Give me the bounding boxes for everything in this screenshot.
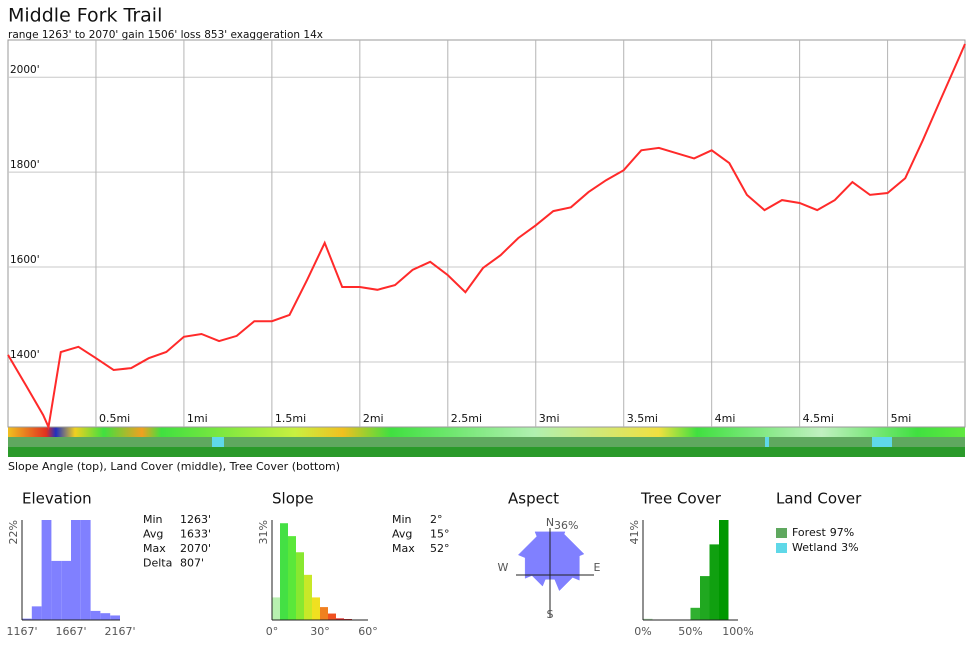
strip-caption: Slope Angle (top), Land Cover (middle), … <box>8 460 340 473</box>
x-tick-label: 3mi <box>539 412 560 425</box>
x-tick-label: 30° <box>310 625 330 638</box>
bar <box>31 606 42 620</box>
chart-title: Slope <box>272 490 314 508</box>
bar <box>71 520 81 620</box>
x-tick-label: 1mi <box>187 412 208 425</box>
legend-label: Wetland 3% <box>792 541 859 554</box>
y-tick-label: 1800' <box>10 159 40 171</box>
bar <box>328 613 336 620</box>
x-tick-label: 4mi <box>715 412 736 425</box>
direction-label: E <box>594 561 601 574</box>
x-tick-label: 50% <box>678 625 702 638</box>
y-tick-label: 2000' <box>10 64 40 76</box>
bar <box>80 520 91 620</box>
bar <box>700 576 710 620</box>
bar <box>719 520 729 620</box>
direction-label: W <box>498 561 509 574</box>
legend-label: Forest 97% <box>792 526 854 539</box>
plot-frame <box>7 39 966 428</box>
stat-label: Max <box>392 542 415 555</box>
bar <box>272 597 280 620</box>
y-tick-label: 22% <box>7 520 20 544</box>
bar <box>100 613 111 620</box>
r-tick-label: 36% <box>554 519 578 532</box>
stat-value: 807' <box>180 557 204 570</box>
bar <box>296 552 304 620</box>
direction-label: N <box>546 516 554 529</box>
stat-value: 2070' <box>180 542 211 555</box>
x-tick-label: 3.5mi <box>627 412 658 425</box>
stat-value: 1263' <box>180 513 211 526</box>
wetland-patch <box>212 437 224 447</box>
direction-label: S <box>547 608 554 621</box>
legend-name: Wetland <box>792 541 837 554</box>
x-tick-label: 5mi <box>891 412 912 425</box>
x-tick-label: 1667' <box>55 625 86 638</box>
y-tick-label: 1400' <box>10 349 40 361</box>
x-tick-label: 0% <box>634 625 651 638</box>
bar <box>110 615 120 620</box>
stat-label: Max <box>143 542 166 555</box>
bar <box>51 560 62 620</box>
legend-swatch <box>776 543 787 553</box>
x-tick-label: 0.5mi <box>99 412 130 425</box>
bar <box>709 544 719 620</box>
title: Middle Fork Trail <box>8 5 162 27</box>
stat-label: Delta <box>143 557 172 570</box>
bar <box>643 618 653 620</box>
bar <box>336 618 344 620</box>
stat-label: Avg <box>143 528 163 541</box>
tree-cover-strip <box>8 447 965 457</box>
x-tick-label: 2.5mi <box>451 412 482 425</box>
bar <box>312 597 320 620</box>
x-tick-label: 4.5mi <box>803 412 834 425</box>
stat-label: Min <box>143 513 163 526</box>
bar <box>690 607 700 620</box>
wetland-patch <box>872 437 892 447</box>
stat-value: 1633' <box>180 528 211 541</box>
rose-wedge <box>517 535 551 569</box>
legend-value: 97% <box>830 526 854 539</box>
bar <box>90 610 101 620</box>
x-tick-label: 2167' <box>104 625 135 638</box>
chart-title: Tree Cover <box>640 490 722 508</box>
bar <box>320 607 328 620</box>
x-tick-label: 0° <box>266 625 279 638</box>
land-cover-strip <box>8 437 965 447</box>
x-tick-label: 1.5mi <box>275 412 306 425</box>
y-tick-label: 41% <box>628 520 641 544</box>
bar <box>304 574 312 620</box>
chart-title: Elevation <box>22 490 92 508</box>
stat-label: Min <box>392 513 412 526</box>
subtitle: range 1263' to 2070' gain 1506' loss 853… <box>8 29 323 41</box>
bar <box>288 536 296 620</box>
y-tick-label: 31% <box>257 520 270 544</box>
chart-title: Aspect <box>508 490 559 508</box>
stat-value: 15° <box>430 528 450 541</box>
x-tick-label: 2mi <box>363 412 384 425</box>
stat-label: Avg <box>392 528 412 541</box>
x-tick-label: 100% <box>722 625 753 638</box>
x-tick-label: 60° <box>358 625 378 638</box>
bar <box>280 523 288 620</box>
bar <box>41 520 52 620</box>
legend-value: 3% <box>841 541 858 554</box>
legend-swatch <box>776 528 787 538</box>
slope-strip <box>8 427 965 437</box>
x-tick-label: 1167' <box>6 625 37 638</box>
bar <box>22 618 32 620</box>
legend-name: Forest <box>792 526 826 539</box>
stat-value: 2° <box>430 513 443 526</box>
chart-title: Land Cover <box>776 490 862 508</box>
stat-value: 52° <box>430 542 450 555</box>
bar <box>61 560 71 620</box>
y-tick-label: 1600' <box>10 254 40 266</box>
wetland-patch <box>765 437 769 447</box>
elevation-line <box>7 43 966 431</box>
